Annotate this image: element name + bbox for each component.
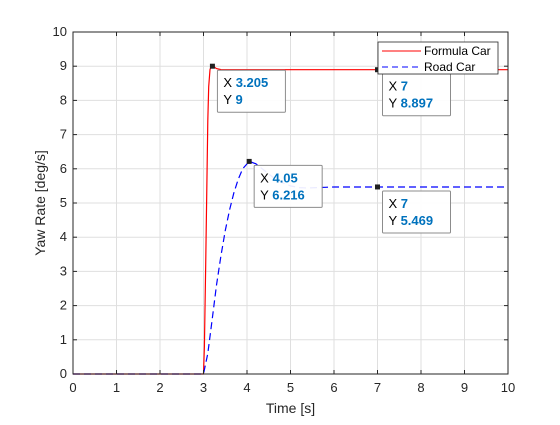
datatip-x-value: 3.205 bbox=[236, 75, 269, 90]
datatip-formula-car-3[interactable]: X 7 Y 8.897 bbox=[375, 67, 451, 117]
datatip-y-value: 9 bbox=[235, 92, 242, 107]
x-tick-label: 4 bbox=[243, 380, 250, 395]
legend-label-road-car: Road Car bbox=[424, 60, 475, 74]
datatip-box bbox=[216, 69, 286, 113]
y-tick-label: 5 bbox=[60, 195, 67, 210]
datatip-x-label: X 7 bbox=[389, 196, 409, 211]
y-tick-label: 9 bbox=[60, 58, 67, 73]
y-tick-label: 7 bbox=[60, 127, 67, 142]
datatip-marker bbox=[246, 158, 252, 164]
y-tick-label: 4 bbox=[60, 229, 67, 244]
y-tick-label: 8 bbox=[60, 92, 67, 107]
datatip-road-car-4[interactable]: X 7 Y 5.469 bbox=[375, 184, 451, 234]
y-tick-label: 3 bbox=[60, 263, 67, 278]
datatip-x-label: X 3.205 bbox=[223, 75, 268, 90]
y-tick-label: 2 bbox=[60, 298, 67, 313]
y-tick-label: 10 bbox=[53, 24, 67, 39]
datatip-marker bbox=[375, 67, 380, 73]
x-tick-label: 2 bbox=[156, 380, 163, 395]
tick-layer: 0 1 2 3 4 5 6 7 8 9 10 0 1 2 3 4 5 6 7 8 9 10 bbox=[53, 24, 516, 395]
x-tick-label: 6 bbox=[330, 380, 337, 395]
datatip-road-car-2[interactable]: X 4.05 Y 6.216 bbox=[246, 158, 323, 208]
datatip-layer: X 3.205 Y 9 X 4.05 Y 6.216 X 7 Y 8.897 X 7 Y 5.… bbox=[209, 63, 451, 234]
datatip-box bbox=[253, 164, 323, 208]
datatip-formula-car-1[interactable]: X 3.205 Y 9 bbox=[209, 63, 286, 113]
y-axis-label: Yaw Rate [deg/s] bbox=[32, 150, 48, 256]
datatip-x-label: X 7 bbox=[389, 79, 409, 94]
y-tick-label: 1 bbox=[60, 332, 67, 347]
x-tick-label: 10 bbox=[501, 380, 515, 395]
x-tick-label: 7 bbox=[374, 380, 381, 395]
datatip-x-value: 4.05 bbox=[272, 170, 297, 185]
legend-box bbox=[377, 41, 499, 75]
datatip-marker bbox=[209, 63, 215, 69]
datatip-y-label: Y 9 bbox=[223, 92, 242, 107]
datatip-marker bbox=[375, 184, 380, 190]
datatip-x-value: 7 bbox=[401, 196, 408, 211]
datatip-x-label: X 4.05 bbox=[260, 170, 298, 185]
datatip-y-value: 5.469 bbox=[401, 213, 434, 228]
legend[interactable]: Formula Car Road Car bbox=[377, 41, 499, 75]
y-tick-label: 0 bbox=[60, 366, 67, 381]
y-tick-label: 6 bbox=[60, 161, 67, 176]
x-tick-label: 0 bbox=[69, 380, 76, 395]
datatip-y-label: Y 6.216 bbox=[260, 187, 305, 202]
datatip-y-value: 8.897 bbox=[401, 96, 434, 111]
x-tick-label: 1 bbox=[113, 380, 120, 395]
x-tick-label: 5 bbox=[287, 380, 294, 395]
x-tick-label: 3 bbox=[200, 380, 207, 395]
legend-label-formula-car: Formula Car bbox=[424, 44, 491, 58]
datatip-y-label: Y 5.469 bbox=[389, 213, 434, 228]
datatip-y-label: Y 8.897 bbox=[389, 96, 434, 111]
x-axis-label: Time [s] bbox=[266, 400, 315, 416]
datatip-x-value: 7 bbox=[401, 79, 408, 94]
datatip-y-value: 6.216 bbox=[272, 187, 305, 202]
datatip-box bbox=[382, 190, 451, 234]
x-tick-label: 8 bbox=[417, 380, 424, 395]
x-tick-label: 9 bbox=[461, 380, 468, 395]
